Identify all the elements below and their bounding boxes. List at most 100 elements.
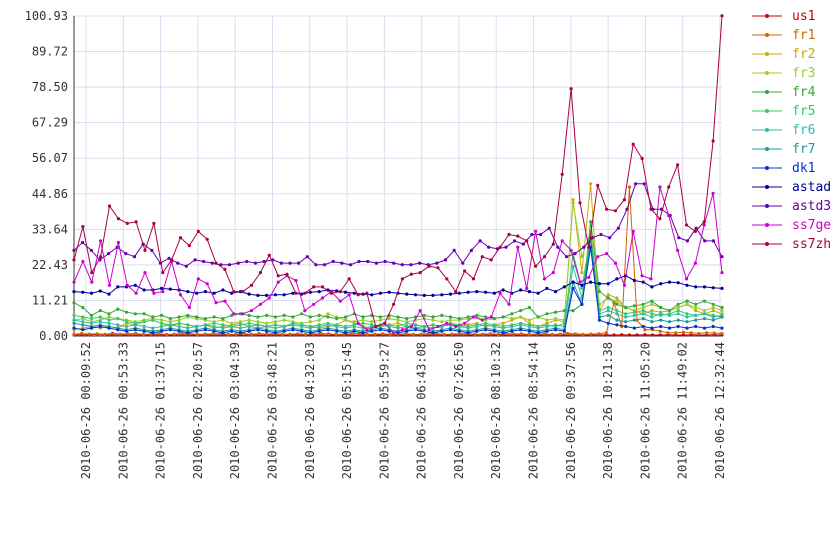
data-point-ss7ge <box>667 213 671 218</box>
data-point-fr4 <box>256 315 260 319</box>
data-point-dk1 <box>72 326 76 330</box>
series-line-astd3 <box>73 183 723 267</box>
data-point-us1 <box>627 333 632 337</box>
data-point-fr7 <box>676 318 680 322</box>
data-point-ss7ge <box>187 305 191 310</box>
data-point-ss7zh <box>409 272 413 276</box>
data-point-ss7zh <box>454 290 458 294</box>
data-point-dk1 <box>501 331 505 335</box>
data-point-fr3 <box>168 320 172 324</box>
data-point-fr3 <box>396 318 400 322</box>
data-point-fr3 <box>370 320 374 324</box>
data-point-fr6 <box>422 324 426 329</box>
data-point-astd3 <box>625 207 629 211</box>
data-point-ss7ge <box>125 283 129 287</box>
data-point-fr1 <box>365 332 369 336</box>
data-point-fr1 <box>249 332 253 336</box>
data-point-fr1 <box>373 332 377 336</box>
data-point-fr3 <box>650 302 654 306</box>
data-point-dk1 <box>422 329 426 333</box>
data-point-fr6 <box>536 326 540 330</box>
data-point-dk1 <box>694 324 698 329</box>
x-tick-label: 2010-06-26 01:37:15 <box>154 342 168 479</box>
data-point-fr1 <box>681 330 686 334</box>
data-point-fr4 <box>448 315 453 319</box>
data-point-dk1 <box>667 326 672 330</box>
data-point-ss7zh <box>329 291 333 295</box>
data-point-fr4 <box>300 312 304 316</box>
data-point-ss7ge <box>241 312 245 316</box>
data-point-astad <box>291 291 295 295</box>
data-point-dk1 <box>300 329 304 333</box>
data-point-fr6 <box>195 324 199 329</box>
data-point-ss7ge <box>312 302 316 306</box>
data-point-fr1 <box>165 332 169 336</box>
data-point-fr1 <box>103 332 107 336</box>
data-point-fr6 <box>124 324 129 329</box>
data-point-astd3 <box>694 226 698 230</box>
data-point-ss7zh <box>374 324 378 329</box>
data-point-fr3 <box>519 315 523 319</box>
data-point-fr3 <box>107 315 111 319</box>
data-point-fr1 <box>543 332 547 336</box>
data-point-us1 <box>604 333 608 337</box>
data-point-ss7ge <box>152 291 156 295</box>
data-point-fr7 <box>720 315 724 319</box>
data-point-fr6 <box>273 326 277 330</box>
data-point-ss7zh <box>693 229 698 233</box>
data-point-ss7ge <box>454 324 458 329</box>
data-point-astad <box>641 280 645 284</box>
data-point-astad <box>554 290 558 294</box>
data-point-fr2 <box>571 198 575 202</box>
data-point-astad <box>343 290 348 294</box>
data-point-ss7ge <box>365 328 369 332</box>
data-point-ss7ge <box>214 301 218 305</box>
data-point-fr5 <box>361 321 365 325</box>
data-point-dk1 <box>571 286 575 290</box>
data-point-astd3 <box>236 261 240 265</box>
data-point-ss7zh <box>596 183 600 187</box>
data-point-fr1 <box>80 331 84 336</box>
legend-label: fr7 <box>792 142 815 157</box>
y-axis-ticks: 0.00 11.21 22.43 33.64 44.86 56.07 67.29 78.50 8… <box>25 9 68 343</box>
data-point-fr7 <box>702 317 707 321</box>
data-point-ss7zh <box>285 272 289 276</box>
data-point-astd3 <box>478 239 482 243</box>
data-point-dk1 <box>212 329 216 333</box>
data-point-ss7ge <box>178 293 183 297</box>
data-point-fr4 <box>308 315 312 319</box>
x-tick-label: 2010-06-26 05:59:27 <box>377 342 391 479</box>
legend: us1 fr1 fr2 fr3 fr4 fr5 fr6 fr7 dk1 astad astd3 ss7… <box>752 9 831 252</box>
data-point-fr6 <box>107 321 111 325</box>
data-point-ss7ge <box>258 302 262 306</box>
data-point-astd3 <box>530 232 534 237</box>
data-point-fr6 <box>343 326 348 330</box>
data-point-fr4 <box>720 305 724 310</box>
legend-label: astd3 <box>792 199 831 214</box>
data-point-dk1 <box>317 329 321 333</box>
data-point-fr1 <box>334 332 338 336</box>
data-point-ss7zh <box>463 269 467 273</box>
data-point-astad <box>562 285 567 289</box>
data-point-astad <box>98 289 102 293</box>
data-point-astd3 <box>556 245 560 249</box>
data-point-fr7 <box>659 318 663 322</box>
data-point-fr6 <box>396 326 400 330</box>
data-point-fr6 <box>282 324 286 329</box>
legend-label: fr6 <box>792 123 815 138</box>
data-point-ss7zh <box>241 290 245 294</box>
y-tick-label: 56.07 <box>32 151 68 165</box>
data-point-ss7zh <box>99 255 103 259</box>
data-point-astd3 <box>469 248 473 252</box>
data-point-fr6 <box>492 324 496 329</box>
data-point-fr4 <box>510 312 514 316</box>
data-point-fr4 <box>685 299 689 303</box>
data-point-fr1 <box>381 332 385 336</box>
y-tick-label: 100.93 <box>25 9 68 23</box>
x-tick-label: 2010-06-26 04:32:03 <box>303 342 317 479</box>
data-point-fr6 <box>466 326 470 330</box>
data-point-ss7zh <box>320 285 325 289</box>
data-point-us1 <box>620 333 624 337</box>
data-point-fr4 <box>335 317 339 321</box>
data-point-fr4 <box>221 317 225 321</box>
